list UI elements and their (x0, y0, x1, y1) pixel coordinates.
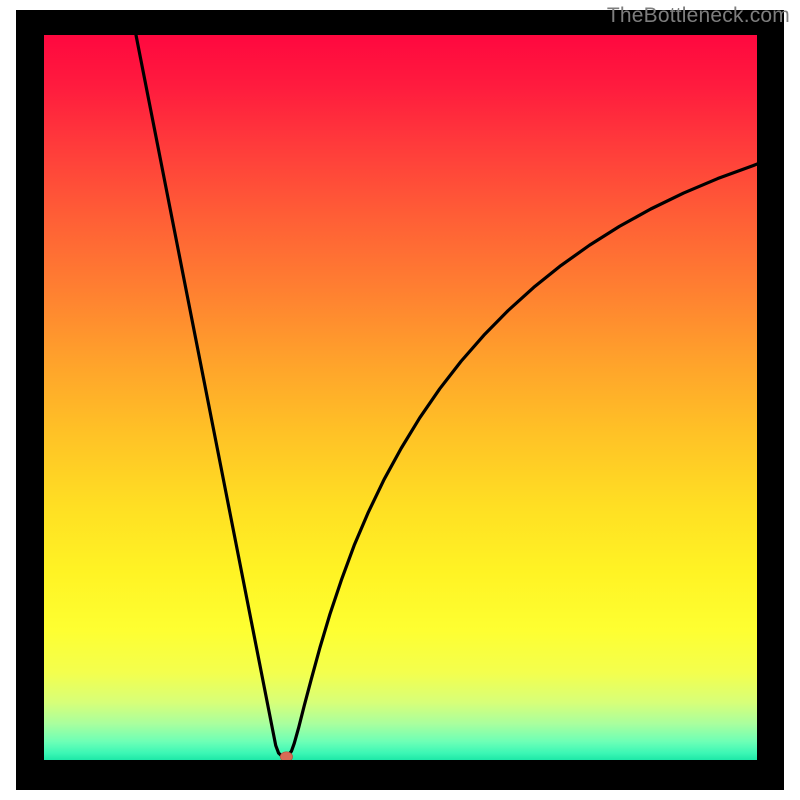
watermark-text: TheBottleneck.com (607, 4, 790, 28)
chart-background (44, 35, 757, 760)
chart-svg (0, 0, 800, 800)
chart-canvas: TheBottleneck.com (0, 0, 800, 800)
